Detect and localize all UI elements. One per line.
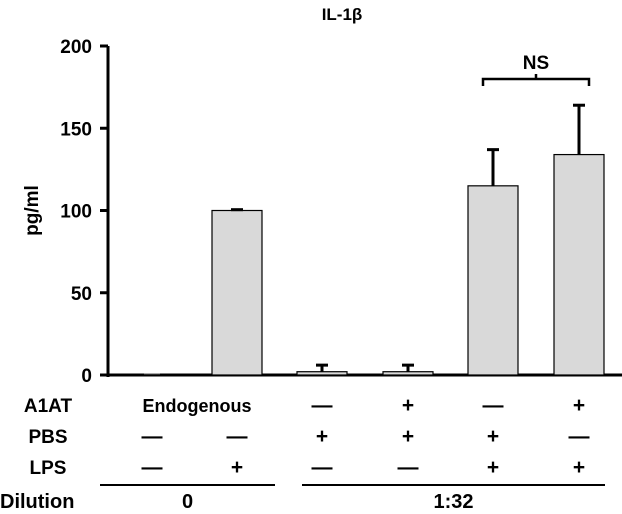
significance-bracket [481,74,591,86]
bar [296,371,348,376]
condition-label: PBS [28,427,67,448]
bar [382,371,434,376]
dilution-label: Dilution [0,491,74,513]
dilution-group-label: 1:32 [433,491,473,513]
condition-cell: — [483,394,504,417]
y-tick-label: 200 [60,37,92,58]
condition-label: LPS [30,458,67,479]
significance-label: NS [523,53,549,74]
condition-cell: + [231,456,243,479]
condition-cell: Endogenous [143,396,252,416]
bar [211,209,263,376]
condition-cell: — [398,456,419,479]
y-axis-label: pg/ml [22,185,43,236]
bar [553,153,605,376]
y-tick-label: 150 [60,119,92,140]
y-tick-label: 50 [71,284,92,305]
condition-cell: + [487,456,499,479]
condition-cell: + [402,425,414,448]
condition-cell: + [402,394,414,417]
chart-title: IL-1β [322,5,363,24]
dilution-group-label: 0 [182,491,193,513]
y-tick-label: 0 [81,366,92,387]
condition-label: A1AT [24,396,73,417]
condition-cell: — [227,425,248,448]
condition-cell: + [573,394,585,417]
condition-cell: — [142,425,163,448]
condition-cell: — [312,394,333,417]
condition-cell: + [487,425,499,448]
condition-cell: + [316,425,328,448]
condition-cell: — [569,425,590,448]
condition-cell: — [312,456,333,479]
condition-cell: — [142,456,163,479]
y-tick-label: 100 [60,202,92,223]
condition-cell: + [573,456,585,479]
bar [467,185,519,376]
